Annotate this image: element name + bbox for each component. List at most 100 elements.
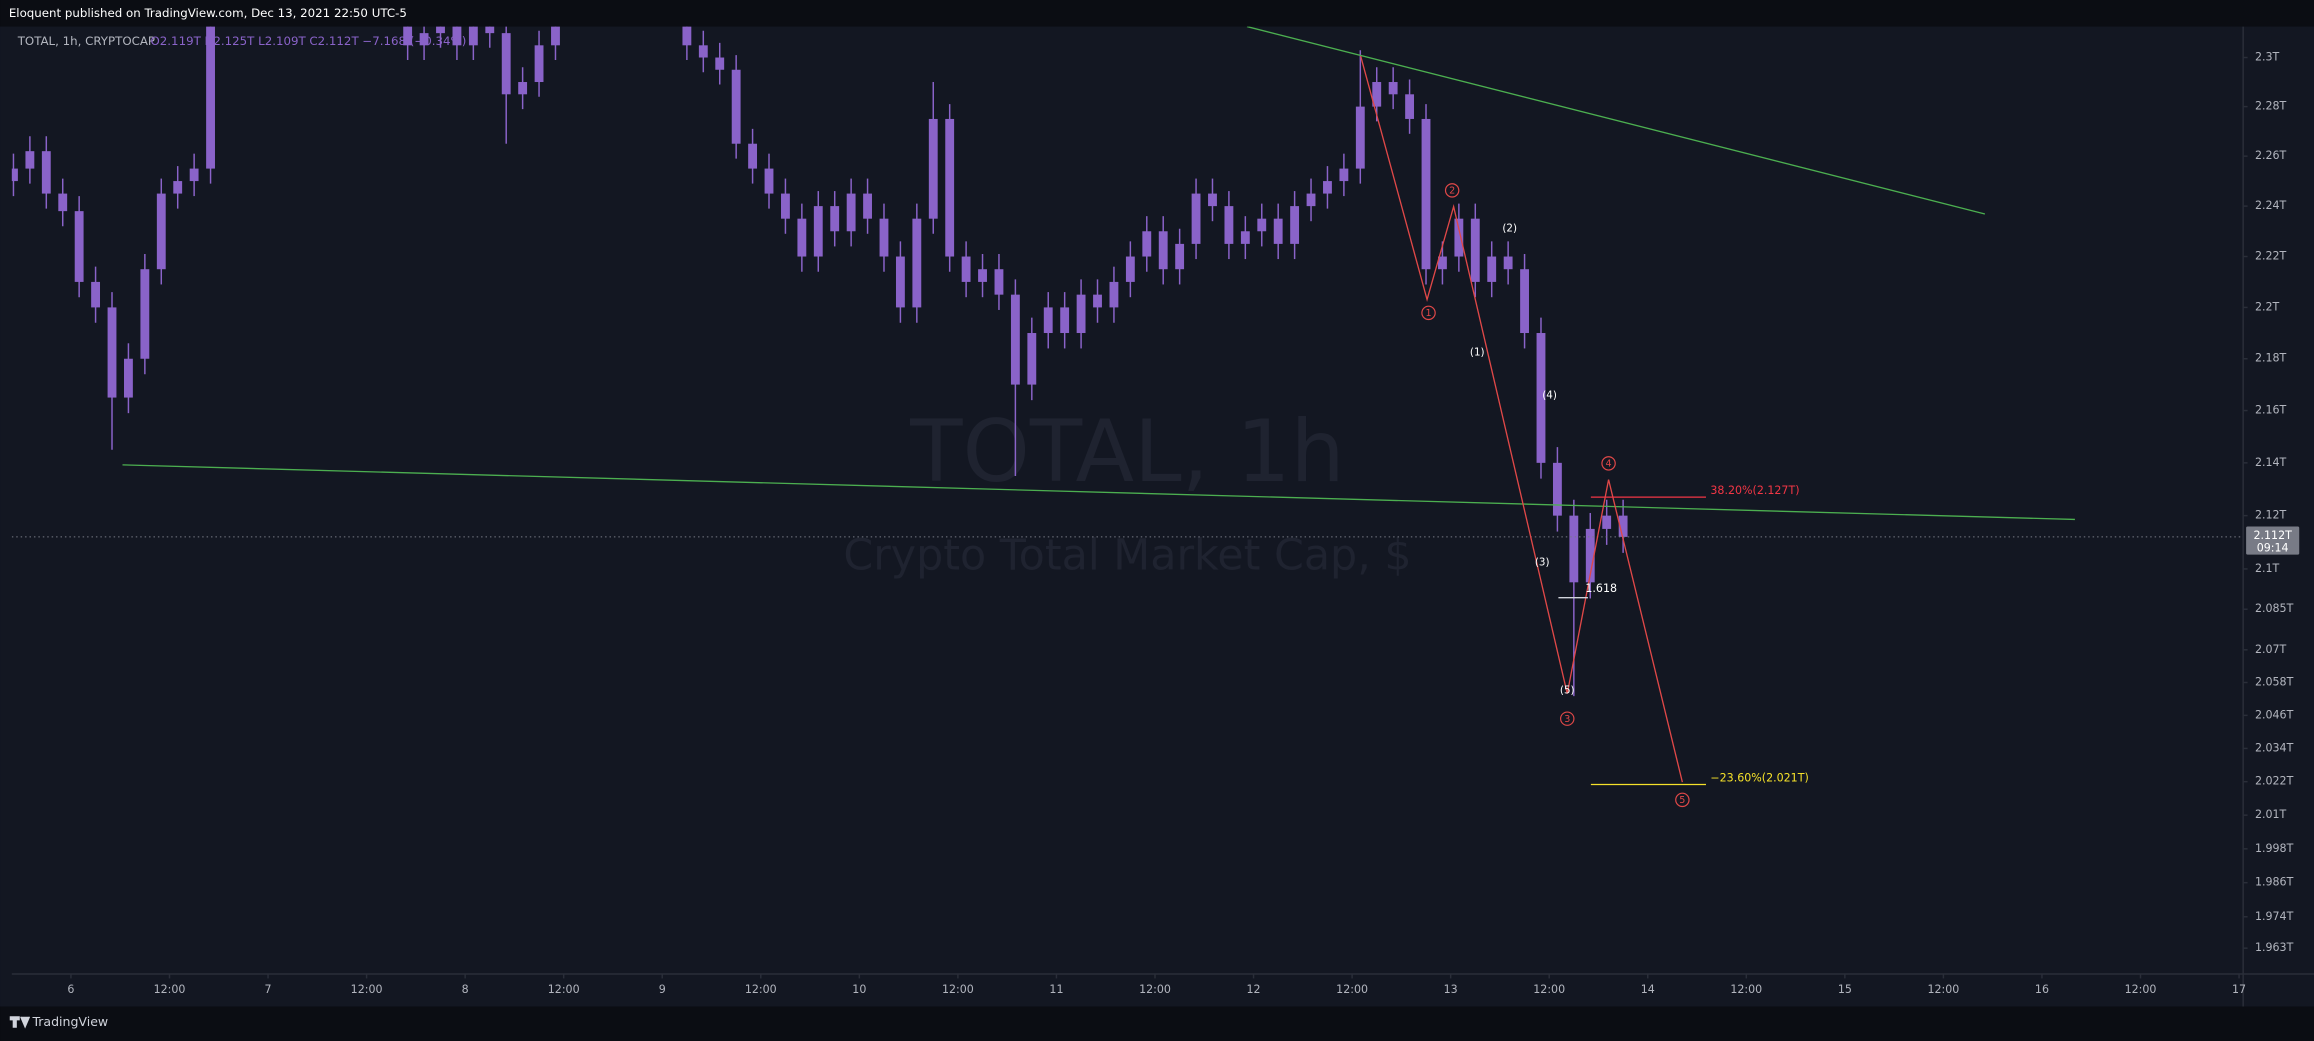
y-tick-label: 2.2T: [2255, 300, 2280, 313]
logo: [9, 1016, 31, 1029]
candle-body: [781, 193, 790, 219]
candle-body: [1339, 168, 1349, 182]
watermark-subtitle: Crypto Total Market Cap, $: [843, 530, 1411, 580]
candle-body: [846, 193, 856, 232]
x-tick-label: 6: [67, 983, 74, 996]
candle-body: [813, 206, 823, 257]
header-text: Eloquent published on TradingView.com, D…: [9, 6, 407, 20]
candle-body: [1290, 206, 1300, 244]
wave-circle: [1444, 183, 1460, 198]
countdown: 09:14: [2257, 542, 2289, 555]
x-tick-label: 12:00: [1730, 983, 1762, 996]
candle-body: [1257, 218, 1267, 232]
y-tick-label: 2.28T: [2255, 100, 2287, 113]
candle-body: [1388, 82, 1398, 95]
candle-body: [1208, 193, 1217, 207]
candle-body: [1421, 118, 1431, 270]
wave-label: 3: [1564, 714, 1570, 725]
drawings: [122, 26, 2075, 783]
candle-body: [1552, 462, 1562, 516]
candle-body: [1125, 256, 1135, 282]
sub-wave-label: (2): [1502, 223, 1517, 235]
candle-body: [25, 151, 35, 169]
y-tick-label: 2.022T: [2255, 775, 2294, 788]
candle-body: [879, 218, 889, 257]
y-tick-label: 1.998T: [2255, 842, 2294, 855]
x-tick-label: 17: [2232, 983, 2246, 996]
candle-body: [1027, 333, 1037, 385]
wave-label: 4: [1606, 459, 1612, 470]
candle-body: [1240, 231, 1250, 244]
y-tick-label: 1.974T: [2255, 910, 2294, 923]
legend-symbol: TOTAL, 1h, CRYPTOCAP: [17, 34, 155, 48]
candle-body: [419, 33, 429, 46]
candle-body: [1487, 256, 1497, 282]
y-tick-label: 2.07T: [2255, 643, 2287, 656]
candle-body: [1323, 181, 1332, 194]
x-tick-label: 8: [462, 983, 469, 996]
sub-wave-label: (5): [1560, 685, 1575, 697]
candle-body: [1060, 307, 1070, 334]
x-tick-label: 14: [1641, 983, 1655, 996]
x-tick-label: 9: [659, 983, 666, 996]
candle-body: [1503, 256, 1513, 270]
candle-body: [518, 82, 528, 95]
candle-body: [1470, 218, 1480, 282]
candle-body: [928, 118, 938, 219]
candle-body: [1569, 515, 1579, 583]
y-tick-label: 2.01T: [2255, 808, 2287, 821]
y-tick-label: 2.22T: [2255, 250, 2287, 263]
candle-body: [74, 211, 84, 282]
x-tick-label: 12:00: [745, 983, 777, 996]
candle-body: [698, 45, 708, 58]
candle-body: [1224, 206, 1234, 244]
candle-body: [206, 26, 215, 169]
candle-body: [1109, 281, 1119, 308]
x-tick-label: 13: [1444, 983, 1458, 996]
wave-circle: [1560, 711, 1575, 726]
candle-body: [534, 45, 544, 83]
candle-body: [1043, 307, 1053, 334]
candle-body: [1372, 82, 1382, 107]
candle-body: [156, 193, 166, 270]
candle-body: [140, 269, 150, 359]
candle-body: [1405, 94, 1415, 119]
x-tick-label: 12:00: [351, 983, 383, 996]
candle-body: [715, 57, 725, 70]
fib-label: 38.20%(2.127T): [1710, 484, 1799, 497]
x-tick-label: 12:00: [1927, 983, 1959, 996]
sub-wave-label: (1): [1470, 347, 1485, 359]
candle-body: [748, 143, 758, 169]
footer-bar: [0, 1006, 2314, 1041]
y-tick-label: 2.12T: [2255, 509, 2287, 522]
x-tick-label: 12:00: [1336, 983, 1368, 996]
candle-body: [403, 26, 413, 46]
candle-body: [189, 168, 199, 182]
candle-body: [1093, 294, 1102, 308]
y-tick-label: 2.26T: [2255, 149, 2287, 162]
wave-label: 1: [1425, 308, 1431, 319]
candle-body: [994, 269, 1004, 295]
x-tick-label: 12:00: [2125, 983, 2157, 996]
candle-body: [11, 168, 18, 182]
y-tick-label: 2.14T: [2255, 456, 2287, 469]
candle-body: [1010, 294, 1020, 385]
candle-body: [1306, 193, 1316, 207]
candle-body: [436, 26, 445, 34]
x-tick-label: 10: [852, 983, 866, 996]
x-tick-label: 12:00: [548, 983, 580, 996]
candle-body: [1602, 515, 1612, 529]
candle-body: [978, 269, 987, 282]
candle-body: [1438, 256, 1447, 270]
x-tick-label: 12:00: [1533, 983, 1565, 996]
trend-line: [1246, 26, 1986, 215]
trend-line: [122, 464, 2075, 521]
candle-body: [91, 281, 101, 308]
candle-body: [961, 256, 971, 282]
last-price-label: 2.112T: [2253, 529, 2292, 542]
candle-body: [1076, 294, 1086, 334]
y-tick-label: 2.034T: [2255, 741, 2294, 754]
overlay: 38.20%(2.127T) −23.60%(2.021T) 1 2 3 4 5 (1) (2)…: [1421, 183, 1809, 808]
x-tick-label: 12:00: [1139, 983, 1171, 996]
candle-body: [895, 256, 905, 308]
